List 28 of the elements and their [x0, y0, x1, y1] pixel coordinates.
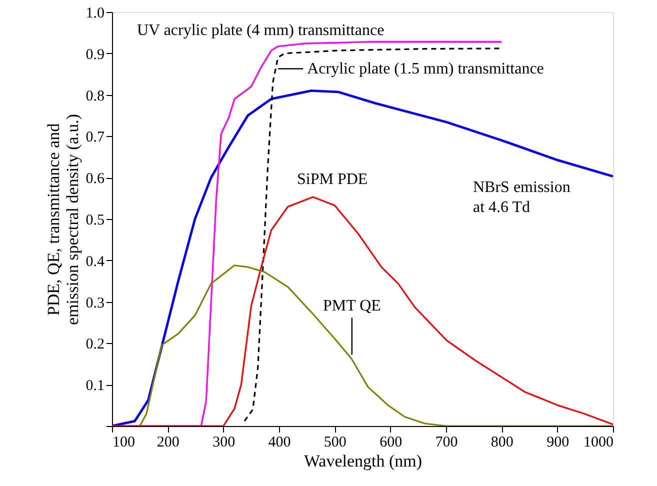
x-tick-label: 700 [435, 434, 458, 450]
annotation: NBrS emission at 4.6 Td [473, 179, 570, 216]
x-axis-title: Wavelength (nm) [304, 452, 422, 470]
x-tick-label: 500 [324, 434, 346, 450]
x-tick-label: 900 [546, 434, 570, 450]
y-tick-label: 0.7 [86, 130, 105, 146]
y-tick-label: 1.0 [86, 6, 104, 22]
x-tick-label: 100 [112, 434, 135, 450]
x-tick-label: 300 [212, 434, 236, 450]
y-tick-label: 0.5 [86, 212, 104, 228]
x-tick-label: 800 [490, 434, 514, 450]
y-tick-label: 0.4 [86, 254, 105, 270]
line-series [139, 264, 613, 426]
y-tick-label: 0.9 [86, 46, 104, 63]
y-tick-label: 0.1 [86, 378, 104, 394]
y-tick-label: 0.2 [86, 336, 104, 353]
annotation: PMT QE [322, 298, 381, 315]
annotation: SiPM PDE [297, 171, 368, 188]
y-axis-title: PDE, QE, transmittance and emission spectral density (a.u.) [44, 114, 82, 326]
y-tick-label: 0.6 [86, 171, 105, 188]
annotation: UV acrylic plate (4 mm) transmittance [137, 22, 384, 39]
x-tick-label: 1000 [584, 434, 614, 450]
annotation: Acrylic plate (1.5 mm) transmittance [307, 60, 544, 78]
y-tick-label: 0.3 [86, 295, 104, 312]
x-tick-label: 600 [380, 434, 402, 450]
x-tick-label: 400 [268, 434, 291, 450]
y-tick-label: 0.8 [86, 88, 104, 104]
x-tick-label: 200 [156, 434, 180, 450]
